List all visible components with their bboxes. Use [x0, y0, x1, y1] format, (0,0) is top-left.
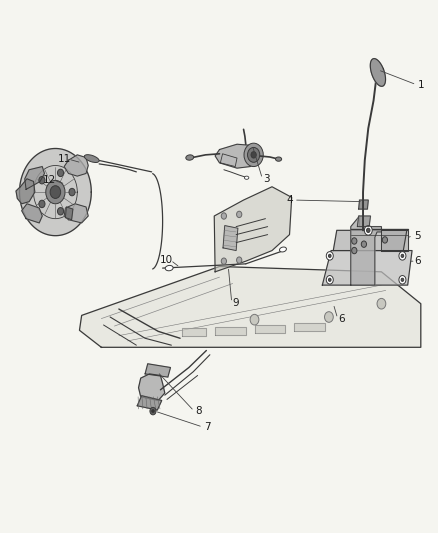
Polygon shape — [220, 154, 237, 166]
Circle shape — [364, 225, 371, 235]
Circle shape — [400, 254, 403, 257]
Polygon shape — [254, 325, 285, 333]
Text: 7: 7 — [204, 422, 210, 432]
Circle shape — [376, 298, 385, 309]
Text: 11: 11 — [57, 154, 71, 164]
Circle shape — [325, 252, 332, 260]
Circle shape — [351, 238, 356, 244]
Polygon shape — [223, 225, 237, 251]
Polygon shape — [321, 251, 411, 285]
Circle shape — [39, 176, 45, 184]
Circle shape — [328, 278, 330, 281]
Polygon shape — [182, 328, 206, 336]
Circle shape — [69, 188, 75, 196]
Text: 10: 10 — [159, 255, 172, 265]
Polygon shape — [350, 216, 381, 285]
Polygon shape — [145, 364, 170, 377]
Text: 4: 4 — [286, 195, 292, 205]
Ellipse shape — [275, 157, 281, 161]
Ellipse shape — [84, 155, 99, 163]
Circle shape — [250, 314, 258, 325]
Polygon shape — [64, 204, 88, 223]
Circle shape — [325, 276, 332, 284]
Polygon shape — [215, 144, 258, 168]
Circle shape — [57, 169, 64, 176]
Text: 9: 9 — [232, 297, 239, 308]
Polygon shape — [21, 204, 42, 223]
Circle shape — [50, 185, 60, 198]
Circle shape — [236, 257, 241, 263]
Polygon shape — [370, 59, 385, 86]
Polygon shape — [65, 207, 73, 220]
Ellipse shape — [165, 265, 173, 271]
Polygon shape — [358, 200, 367, 209]
Circle shape — [151, 409, 154, 413]
Text: 1: 1 — [417, 80, 423, 90]
Ellipse shape — [185, 155, 193, 160]
Circle shape — [328, 254, 330, 257]
Circle shape — [251, 152, 256, 158]
Circle shape — [400, 278, 403, 281]
Ellipse shape — [244, 176, 248, 179]
Circle shape — [39, 200, 45, 208]
Polygon shape — [19, 149, 91, 236]
Polygon shape — [138, 374, 164, 400]
Text: 3: 3 — [263, 174, 269, 184]
Circle shape — [398, 276, 405, 284]
Circle shape — [57, 207, 64, 215]
Circle shape — [46, 180, 65, 204]
Text: 5: 5 — [413, 231, 420, 241]
Polygon shape — [16, 179, 35, 204]
Circle shape — [247, 148, 259, 163]
Polygon shape — [293, 324, 324, 332]
Circle shape — [236, 211, 241, 217]
Polygon shape — [25, 166, 44, 189]
Circle shape — [244, 143, 263, 166]
Polygon shape — [214, 187, 291, 272]
Circle shape — [360, 241, 366, 247]
Circle shape — [150, 407, 155, 415]
Circle shape — [351, 247, 356, 254]
Polygon shape — [137, 395, 161, 410]
Text: 12: 12 — [43, 175, 56, 185]
Ellipse shape — [279, 247, 286, 252]
Circle shape — [381, 237, 387, 243]
Circle shape — [324, 312, 332, 322]
Polygon shape — [357, 216, 370, 227]
Circle shape — [221, 258, 226, 264]
Polygon shape — [79, 266, 420, 348]
Polygon shape — [381, 230, 407, 251]
Polygon shape — [332, 230, 406, 251]
Circle shape — [398, 252, 405, 260]
Polygon shape — [215, 327, 245, 335]
Text: 6: 6 — [338, 313, 345, 324]
Text: 8: 8 — [195, 406, 201, 416]
Circle shape — [366, 228, 369, 232]
Text: 6: 6 — [413, 256, 420, 266]
Circle shape — [221, 213, 226, 219]
Polygon shape — [64, 155, 88, 176]
